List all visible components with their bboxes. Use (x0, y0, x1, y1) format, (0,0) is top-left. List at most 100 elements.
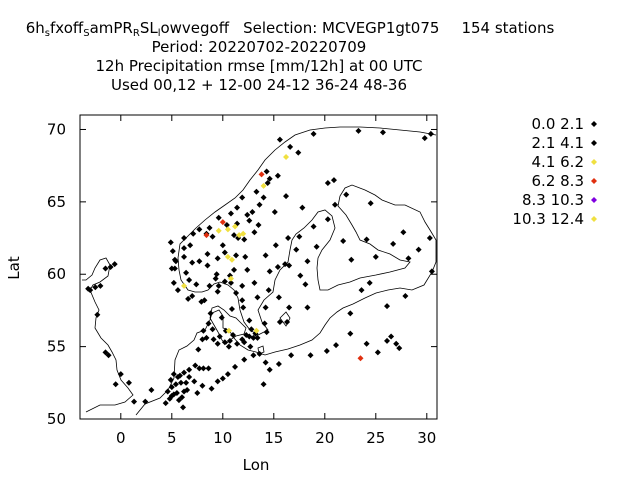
data-point (293, 246, 300, 253)
data-point (243, 332, 250, 339)
data-point (187, 242, 194, 249)
x-tick-label: 20 (315, 429, 334, 447)
data-point (107, 264, 114, 270)
data-point (421, 135, 428, 142)
data-point (199, 382, 206, 389)
data-point (233, 252, 240, 259)
data-point (112, 381, 119, 388)
title-line-3: 12h Precipitation rmse [mm/12h] at 00 UT… (96, 57, 423, 75)
data-point (190, 230, 197, 237)
data-point (191, 378, 198, 385)
data-point (212, 275, 219, 282)
legend-marker (591, 121, 597, 127)
data-points (85, 127, 435, 411)
data-point (396, 345, 403, 352)
coastline-uk (82, 257, 134, 413)
data-point (333, 342, 340, 349)
data-point (330, 177, 337, 184)
data-point (275, 360, 282, 367)
data-point (215, 214, 222, 221)
data-point (102, 265, 109, 272)
data-point (363, 340, 370, 347)
data-point (209, 326, 216, 333)
data-point (302, 281, 309, 288)
data-point (214, 340, 221, 347)
data-point (390, 240, 397, 247)
data-point (105, 352, 112, 359)
data-point (213, 271, 220, 278)
data-point (125, 379, 132, 386)
data-point (225, 327, 232, 334)
data-point (324, 216, 331, 223)
title-exp-base: 6h (26, 19, 45, 37)
data-point (284, 319, 291, 326)
data-point (287, 143, 294, 150)
data-point (285, 235, 292, 242)
data-point (208, 385, 215, 392)
data-point (186, 366, 193, 373)
data-point (253, 327, 260, 334)
data-point (227, 210, 234, 217)
data-point (224, 371, 231, 378)
data-point (215, 227, 222, 234)
data-point (324, 180, 331, 187)
legend-label: 8.3 10.3 (522, 191, 584, 209)
data-point (254, 334, 261, 341)
data-point (323, 347, 330, 354)
data-point (251, 279, 258, 286)
data-point (117, 371, 124, 378)
data-point (192, 362, 199, 369)
data-point (164, 388, 171, 395)
data-point (189, 259, 196, 266)
title-selection: Selection: MCVEGP1gt075 (243, 19, 439, 37)
x-tick-label: 0 (116, 429, 126, 447)
data-point (363, 236, 370, 243)
data-point (262, 252, 269, 259)
data-point (266, 175, 273, 182)
data-point (215, 282, 222, 289)
title-exp-sub-l: l (158, 28, 161, 39)
data-point (226, 337, 233, 344)
data-point (224, 226, 231, 233)
legend-label: 0.0 2.1 (532, 115, 584, 133)
data-point (250, 334, 257, 341)
data-point (205, 320, 212, 327)
data-point (288, 352, 295, 359)
data-point (384, 303, 391, 310)
data-point (204, 262, 211, 269)
data-point (169, 248, 176, 255)
data-point (227, 275, 234, 282)
title-exp-sub-s: s (45, 28, 50, 39)
data-point (262, 359, 269, 366)
data-point (181, 369, 188, 376)
legend-marker (591, 140, 597, 146)
data-point (256, 201, 263, 208)
data-point (247, 343, 254, 350)
data-point (260, 381, 267, 388)
data-point (310, 223, 317, 230)
data-point (194, 389, 201, 396)
data-point (200, 327, 207, 334)
data-point (231, 232, 238, 239)
data-point (171, 265, 178, 272)
data-point (168, 265, 175, 272)
data-point (239, 282, 246, 289)
data-point (181, 235, 188, 242)
data-point (332, 201, 338, 208)
legend-marker (591, 178, 597, 184)
title-exp-sub-S: S (83, 28, 89, 39)
data-point (170, 371, 177, 378)
title-stations: 154 stations (461, 19, 554, 37)
legend-marker (591, 159, 597, 165)
data-point (232, 223, 239, 230)
chart-title: 6hsfxoffSamPRRSLlowvegoff Selection: MCVE… (26, 19, 555, 94)
data-point (248, 326, 255, 333)
title-exp-end: owvegoff (160, 19, 229, 37)
data-point (379, 129, 386, 136)
data-point (97, 282, 104, 289)
data-point (232, 363, 239, 370)
data-point (198, 298, 205, 305)
data-point (92, 284, 99, 291)
data-point (310, 130, 317, 137)
data-point (282, 261, 289, 268)
